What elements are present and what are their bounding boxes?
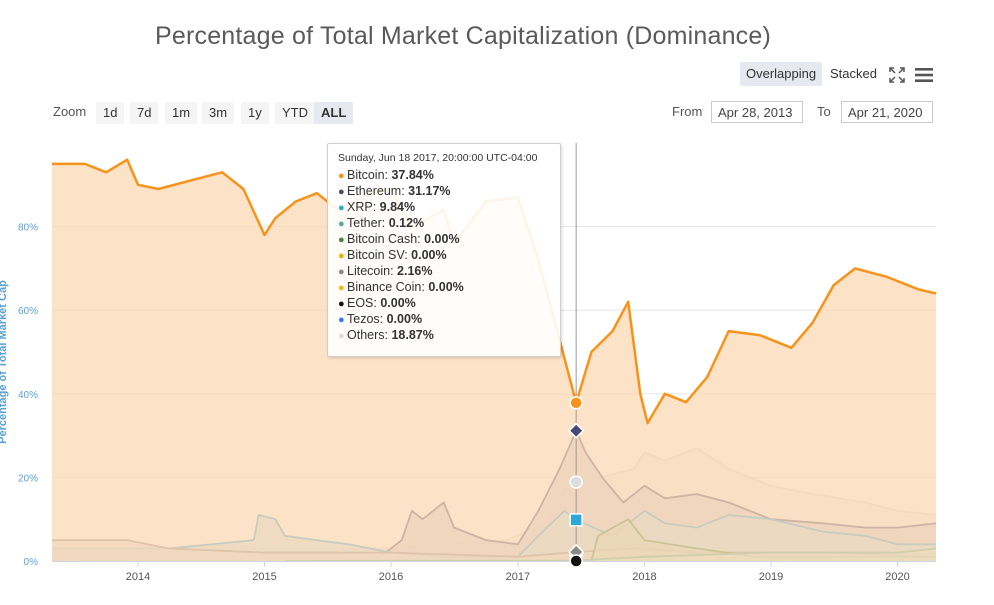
menu-icon[interactable] [914, 66, 934, 84]
x-tick-label: 2018 [632, 571, 656, 583]
legend-dot-icon: ● [338, 298, 345, 310]
chart-title: Percentage of Total Market Capitalizatio… [155, 22, 771, 50]
tooltip-series-name: Others: [347, 328, 392, 342]
tooltip-header: Sunday, Jun 18 2017, 20:00:00 UTC-04:00 [338, 152, 538, 164]
y-axis-title: Percentage of Total Market Cap [0, 280, 9, 444]
tooltip-series-name: Tezos: [347, 312, 387, 326]
tooltip-series-name: Bitcoin Cash: [347, 232, 425, 246]
tooltip-series-value: 0.00% [386, 312, 423, 326]
from-label: From [672, 104, 703, 119]
legend-dot-icon: ● [338, 202, 345, 214]
legend-dot-icon: ● [338, 314, 345, 326]
tooltip-row-tezos: ● Tezos: 0.00% [338, 311, 550, 327]
to-label: To [817, 104, 831, 119]
x-tick-label: 2016 [379, 571, 403, 583]
tooltip-series-name: Litecoin: [347, 264, 398, 278]
y-tick-label: 40% [18, 390, 38, 401]
tooltip-series-value: 9.84% [379, 200, 416, 214]
tooltip-row-tether: ● Tether: 0.12% [338, 215, 550, 231]
zoom-1m-button[interactable]: 1m [165, 102, 198, 124]
tooltip-series-value: 0.12% [388, 216, 425, 230]
zoom-3m-button[interactable]: 3m [202, 102, 235, 124]
tooltip-rows: ● Bitcoin: 37.84% ● Ethereum: 31.17% ● XRP: 9… [338, 167, 550, 343]
tooltip-series-name: XRP: [347, 200, 380, 214]
tooltip-series-value: 0.00% [428, 280, 464, 294]
legend-dot-icon: ● [338, 218, 345, 230]
hover-marker-ethereum [568, 422, 585, 439]
tooltip-row-bitcoin-sv: ● Bitcoin SV: 0.00% [338, 247, 550, 263]
hover-marker-xrp [569, 513, 583, 527]
hover-marker-eos [569, 554, 583, 568]
from-date-input[interactable] [711, 101, 803, 123]
series-areas [52, 158, 937, 562]
overlapping-button[interactable]: Overlapping [740, 62, 823, 86]
tooltip-row-bitcoin: ● Bitcoin: 37.84% [338, 167, 550, 183]
legend-dot-icon: ● [338, 266, 345, 278]
y-tick-label: 60% [18, 306, 38, 317]
tooltip-series-name: Bitcoin: [347, 168, 392, 182]
y-tick-label: 0% [24, 557, 39, 568]
zoom-ytd-button[interactable]: YTD [275, 102, 315, 124]
tooltip-series-value: 31.17% [408, 184, 451, 198]
legend-dot-icon: ● [338, 234, 345, 246]
tooltip-row-binance-coin: ● Binance Coin: 0.00% [338, 279, 550, 295]
tooltip-row-eos: ● EOS: 0.00% [338, 295, 550, 311]
zoom-1y-button[interactable]: 1y [241, 102, 269, 124]
x-tick-label: 2017 [506, 571, 530, 583]
tooltip-row-bitcoin-cash: ● Bitcoin Cash: 0.00% [338, 231, 550, 247]
to-date-input[interactable] [841, 101, 933, 123]
legend-dot-icon: ● [338, 330, 345, 342]
legend-dot-icon: ● [338, 170, 345, 182]
tooltip: Sunday, Jun 18 2017, 20:00:00 UTC-04:00 … [327, 143, 561, 357]
tooltip-series-name: Bitcoin SV: [347, 248, 412, 262]
tooltip-series-value: 0.00% [424, 232, 460, 246]
tooltip-series-name: EOS: [347, 296, 381, 310]
zoom-label: Zoom [53, 104, 87, 119]
x-tick-label: 2014 [126, 571, 150, 583]
zoom-all-button[interactable]: ALL [314, 102, 354, 124]
tooltip-series-value: 2.16% [397, 264, 433, 278]
tooltip-series-value: 18.87% [391, 328, 434, 342]
axes: 0% 20% 40% 60% 80% 2014 2015 2016 2017 2018 2019 20… [0, 223, 936, 583]
hover-marker-others [569, 475, 583, 489]
legend-dot-icon: ● [338, 282, 345, 294]
tooltip-series-name: Ethereum: [347, 184, 409, 198]
tooltip-series-name: Binance Coin: [347, 280, 429, 294]
x-tick-label: 2015 [252, 571, 276, 583]
zoom-1d-button[interactable]: 1d [96, 102, 125, 124]
tooltip-row-others: ● Others: 18.87% [338, 327, 550, 343]
hover-markers [568, 143, 585, 569]
stacked-button[interactable]: Stacked [830, 66, 877, 81]
tooltip-row-xrp: ● XRP: 9.84% [338, 199, 550, 215]
tooltip-series-value: 0.00% [411, 248, 447, 262]
fullscreen-icon[interactable] [888, 66, 906, 84]
x-tick-label: 2019 [759, 571, 783, 583]
hover-marker-bitcoin [569, 396, 583, 410]
legend-dot-icon: ● [338, 250, 345, 262]
tooltip-series-value: 0.00% [380, 296, 416, 310]
tooltip-series-value: 37.84% [391, 168, 434, 182]
y-tick-label: 80% [18, 223, 38, 234]
legend-dot-icon: ● [338, 186, 345, 198]
y-tick-label: 20% [18, 473, 38, 484]
tooltip-row-ethereum: ● Ethereum: 31.17% [338, 183, 550, 199]
series-area-bitcoin [52, 159, 936, 561]
zoom-7d-button[interactable]: 7d [130, 102, 159, 124]
x-tick-label: 2020 [885, 571, 909, 583]
tooltip-series-name: Tether: [347, 216, 389, 230]
tooltip-row-litecoin: ● Litecoin: 2.16% [338, 263, 550, 279]
